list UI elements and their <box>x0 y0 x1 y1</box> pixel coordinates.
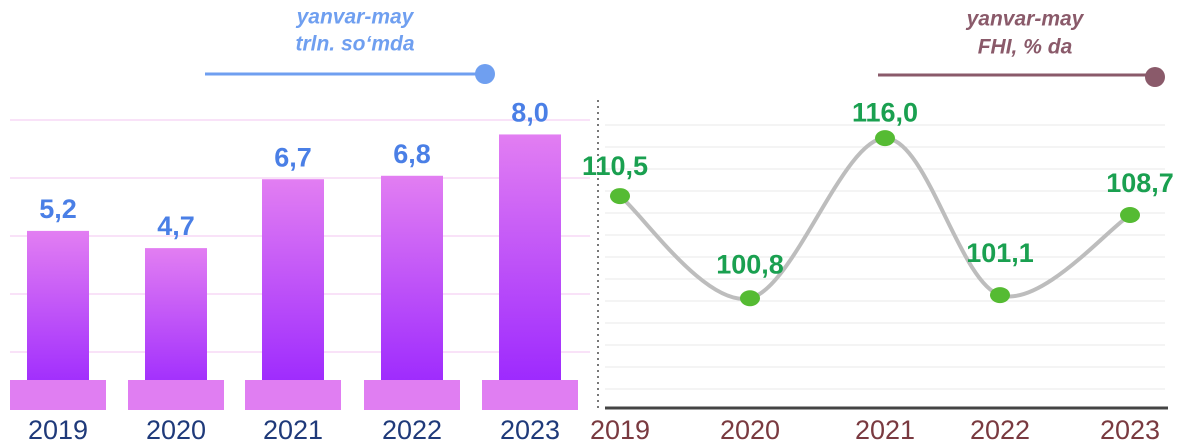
value-label: 6,7 <box>274 142 312 172</box>
bar-base <box>364 380 460 410</box>
x-tick-label: 2022 <box>382 415 442 443</box>
bar-base <box>128 380 224 410</box>
value-label: 110,5 <box>582 151 648 181</box>
subtitle: FHI, % da <box>978 36 1073 59</box>
point <box>990 287 1010 304</box>
bar-base <box>10 380 106 410</box>
subtitle: trln. so‘mda <box>295 33 414 56</box>
subtitle: yanvar-may <box>966 8 1085 31</box>
legend-right <box>878 67 1165 87</box>
x-tick-label: 2021 <box>855 415 915 443</box>
legend-left <box>205 64 495 84</box>
x-tick-label: 2020 <box>146 415 206 443</box>
x-tick-label: 2023 <box>1100 415 1160 443</box>
grid-right <box>605 124 1165 390</box>
x-tick-label: 2020 <box>720 415 780 443</box>
bar <box>262 179 324 410</box>
x-tick-label: 2022 <box>970 415 1030 443</box>
line <box>618 136 1132 301</box>
value-label: 101,1 <box>966 238 1034 268</box>
x-tick-label: 2023 <box>500 415 560 443</box>
value-label: 116,0 <box>852 97 918 127</box>
point <box>875 130 895 147</box>
x-tick-label: 2019 <box>590 415 650 443</box>
value-label: 8,0 <box>511 98 549 128</box>
value-label: 6,8 <box>393 139 431 169</box>
value-label: 108,7 <box>1106 168 1174 198</box>
subtitle: yanvar-may <box>296 6 415 29</box>
point <box>610 188 630 205</box>
x-tick-label: 2019 <box>28 415 88 443</box>
point <box>1120 207 1140 224</box>
value-label: 4,7 <box>157 211 195 241</box>
bar <box>381 175 443 410</box>
point <box>740 290 760 307</box>
value-label: 100,8 <box>716 249 784 279</box>
bar <box>499 134 561 410</box>
bar-base <box>482 380 578 410</box>
value-label: 5,2 <box>39 194 77 224</box>
bar-base <box>245 380 341 410</box>
x-tick-label: 2021 <box>263 415 323 443</box>
